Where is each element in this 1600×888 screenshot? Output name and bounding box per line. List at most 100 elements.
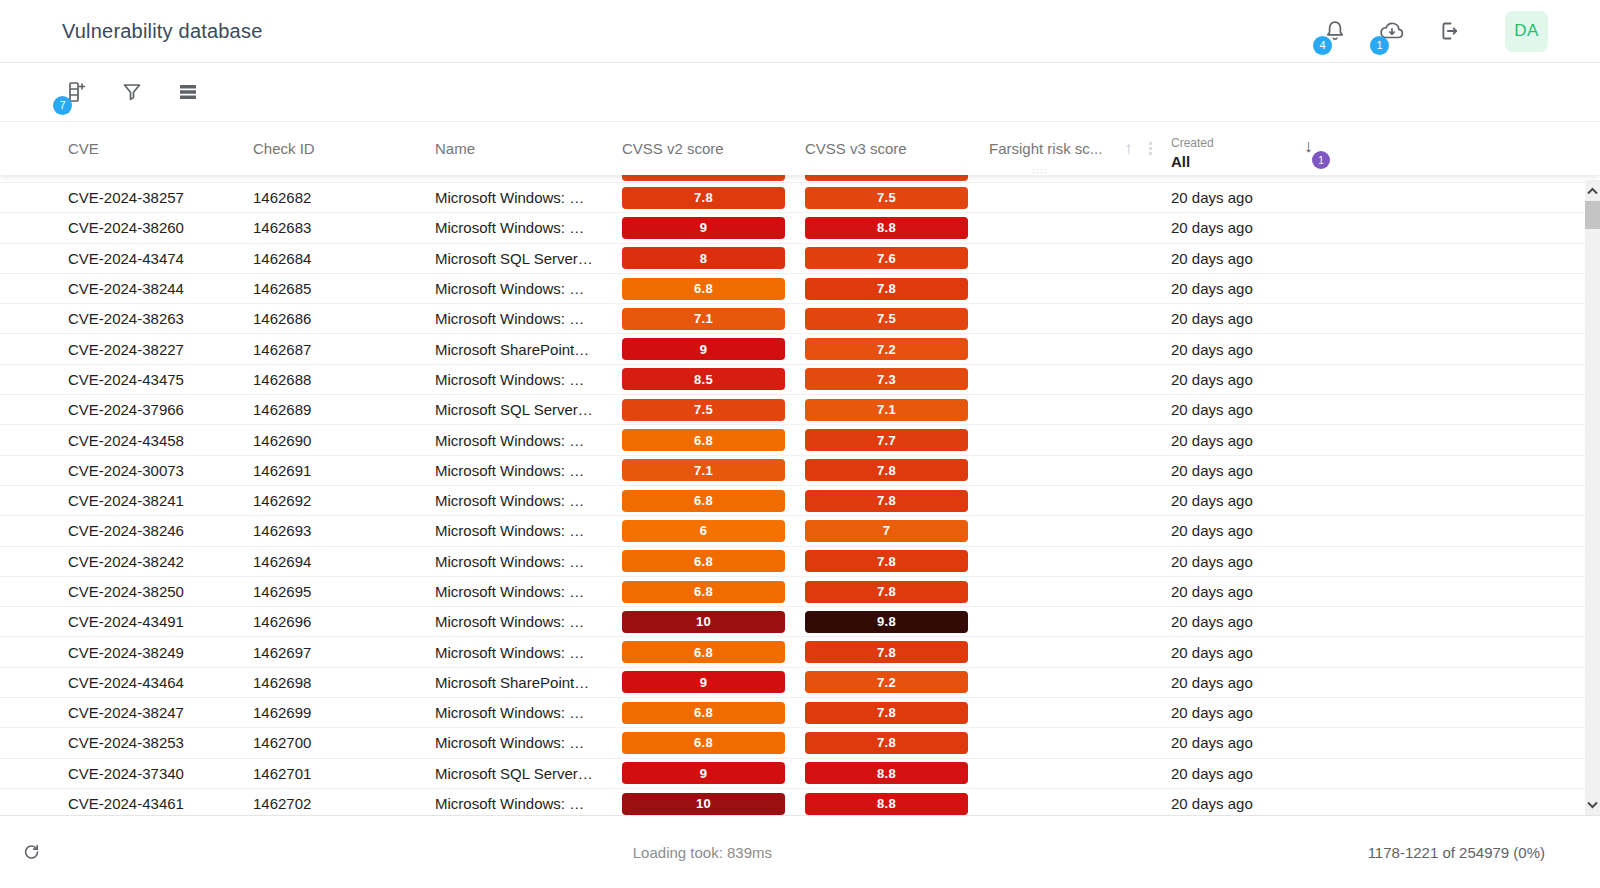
created-cell: 20 days ago <box>1171 492 1600 509</box>
cve-cell: CVE-2024-38263 <box>68 310 253 327</box>
check-id-cell: 1462684 <box>253 250 435 267</box>
table-row[interactable]: CVE-2024-38244 1462685 Microsoft Windows… <box>0 274 1600 304</box>
check-id-cell: 1462699 <box>253 704 435 721</box>
created-cell: 20 days ago <box>1171 613 1600 630</box>
page-title: Vulnerability database <box>62 20 1322 43</box>
notifications-button[interactable]: 4 <box>1322 18 1348 44</box>
check-id-cell: 1462698 <box>253 674 435 691</box>
column-grip-icon[interactable] <box>1149 142 1152 155</box>
check-id-cell: 1462682 <box>253 189 435 206</box>
partial-table-row[interactable] <box>0 175 1600 183</box>
table-row[interactable]: CVE-2024-43461 1462702 Microsoft Windows… <box>0 789 1600 815</box>
name-cell: Microsoft Windows: … <box>435 704 622 721</box>
created-cell: 20 days ago <box>1171 674 1600 691</box>
partial-cvss-v2-badge <box>622 175 785 181</box>
check-id-cell: 1462691 <box>253 462 435 479</box>
column-header-cvss-v2[interactable]: CVSS v2 score <box>622 140 805 157</box>
table-row[interactable]: CVE-2024-38257 1462682 Microsoft Windows… <box>0 183 1600 213</box>
add-column-button[interactable]: 7 <box>62 78 90 106</box>
table-row[interactable]: CVE-2024-43491 1462696 Microsoft Windows… <box>0 607 1600 637</box>
created-cell: 20 days ago <box>1171 795 1600 812</box>
column-header-cvss-v3[interactable]: CVSS v3 score <box>805 140 989 157</box>
table-row[interactable]: CVE-2024-38250 1462695 Microsoft Windows… <box>0 577 1600 607</box>
table-row[interactable]: CVE-2024-43475 1462688 Microsoft Windows… <box>0 365 1600 395</box>
column-header-cve[interactable]: CVE <box>68 140 253 157</box>
created-cell: 20 days ago <box>1171 341 1600 358</box>
cve-cell: CVE-2024-43461 <box>68 795 253 812</box>
cvss-v3-badge: 7.1 <box>805 399 968 421</box>
name-cell: Microsoft Windows: … <box>435 280 622 297</box>
table-row[interactable]: CVE-2024-30073 1462691 Microsoft Windows… <box>0 456 1600 486</box>
name-cell: Microsoft Windows: … <box>435 432 622 449</box>
status-bar: Loading took: 839ms 1178-1221 of 254979 … <box>0 815 1600 888</box>
table-row[interactable]: CVE-2024-38253 1462700 Microsoft Windows… <box>0 728 1600 758</box>
cvss-v2-badge: 8.5 <box>622 368 785 390</box>
cve-cell: CVE-2024-30073 <box>68 462 253 479</box>
avatar[interactable]: DA <box>1505 11 1548 52</box>
scrollbar-thumb[interactable] <box>1585 201 1600 229</box>
loading-time-text: Loading took: 839ms <box>633 844 772 861</box>
check-id-cell: 1462690 <box>253 432 435 449</box>
name-cell: Microsoft Windows: … <box>435 644 622 661</box>
vertical-scrollbar[interactable] <box>1585 180 1600 815</box>
created-filter-value[interactable]: All <box>1171 153 1190 170</box>
table-row[interactable]: CVE-2024-43474 1462684 Microsoft SQL Ser… <box>0 244 1600 274</box>
column-drag-dots-icon[interactable]: ········ <box>1032 168 1048 174</box>
table-row[interactable]: CVE-2024-38247 1462699 Microsoft Windows… <box>0 698 1600 728</box>
created-cell: 20 days ago <box>1171 522 1600 539</box>
table-row[interactable]: CVE-2024-38260 1462683 Microsoft Windows… <box>0 213 1600 243</box>
created-cell: 20 days ago <box>1171 280 1600 297</box>
column-header-check-id[interactable]: Check ID <box>253 140 435 157</box>
name-cell: Microsoft Windows: … <box>435 310 622 327</box>
sort-ascending-icon[interactable]: ↑ <box>1124 139 1133 159</box>
cvss-v3-badge: 7.8 <box>805 490 968 512</box>
name-cell: Microsoft Windows: … <box>435 613 622 630</box>
created-cell: 20 days ago <box>1171 462 1600 479</box>
created-cell: 20 days ago <box>1171 765 1600 782</box>
check-id-cell: 1462686 <box>253 310 435 327</box>
cvss-v3-badge: 9.8 <box>805 611 968 633</box>
check-id-cell: 1462696 <box>253 613 435 630</box>
check-id-cell: 1462685 <box>253 280 435 297</box>
cvss-v2-badge: 6.8 <box>622 581 785 603</box>
table-row[interactable]: CVE-2024-43458 1462690 Microsoft Windows… <box>0 425 1600 455</box>
sort-descending-control[interactable]: ↓ 1 <box>1304 136 1313 157</box>
cve-cell: CVE-2024-38253 <box>68 734 253 751</box>
filter-button[interactable] <box>118 78 146 106</box>
scroll-up-icon[interactable] <box>1585 183 1600 198</box>
table-row[interactable]: CVE-2024-37340 1462701 Microsoft SQL Ser… <box>0 759 1600 789</box>
table-row[interactable]: CVE-2024-37966 1462689 Microsoft SQL Ser… <box>0 395 1600 425</box>
cve-cell: CVE-2024-38257 <box>68 189 253 206</box>
check-id-cell: 1462695 <box>253 583 435 600</box>
refresh-button[interactable] <box>18 839 44 865</box>
name-cell: Microsoft Windows: … <box>435 371 622 388</box>
cvss-v2-badge: 8 <box>622 247 785 269</box>
column-header-created[interactable]: Created All ↓ 1 <box>1171 122 1600 175</box>
table-row[interactable]: CVE-2024-38242 1462694 Microsoft Windows… <box>0 547 1600 577</box>
cvss-v3-badge: 7.6 <box>805 247 968 269</box>
check-id-cell: 1462689 <box>253 401 435 418</box>
cvss-v3-badge: 8.8 <box>805 793 968 815</box>
table-row[interactable]: CVE-2024-38246 1462693 Microsoft Windows… <box>0 516 1600 546</box>
column-header-name[interactable]: Name <box>435 140 622 157</box>
cve-cell: CVE-2024-37966 <box>68 401 253 418</box>
cve-cell: CVE-2024-38244 <box>68 280 253 297</box>
downloads-button[interactable]: 1 <box>1379 18 1405 44</box>
table-row[interactable]: CVE-2024-38263 1462686 Microsoft Windows… <box>0 304 1600 334</box>
created-filter-label: Created <box>1171 136 1214 150</box>
name-cell: Microsoft Windows: … <box>435 462 622 479</box>
cve-cell: CVE-2024-43491 <box>68 613 253 630</box>
view-list-button[interactable] <box>174 78 202 106</box>
logout-button[interactable] <box>1436 18 1462 44</box>
scroll-down-icon[interactable] <box>1585 797 1600 812</box>
cvss-v2-badge: 6.8 <box>622 702 785 724</box>
app-header: Vulnerability database 4 1 <box>0 0 1600 63</box>
created-cell: 20 days ago <box>1171 644 1600 661</box>
check-id-cell: 1462700 <box>253 734 435 751</box>
table-row[interactable]: CVE-2024-43464 1462698 Microsoft SharePo… <box>0 668 1600 698</box>
column-header-farsight[interactable]: Farsight risk sc... ↑ <box>989 139 1171 159</box>
table-row[interactable]: CVE-2024-38227 1462687 Microsoft SharePo… <box>0 334 1600 364</box>
table-row[interactable]: CVE-2024-38249 1462697 Microsoft Windows… <box>0 637 1600 667</box>
cvss-v2-badge: 10 <box>622 611 785 633</box>
table-row[interactable]: CVE-2024-38241 1462692 Microsoft Windows… <box>0 486 1600 516</box>
